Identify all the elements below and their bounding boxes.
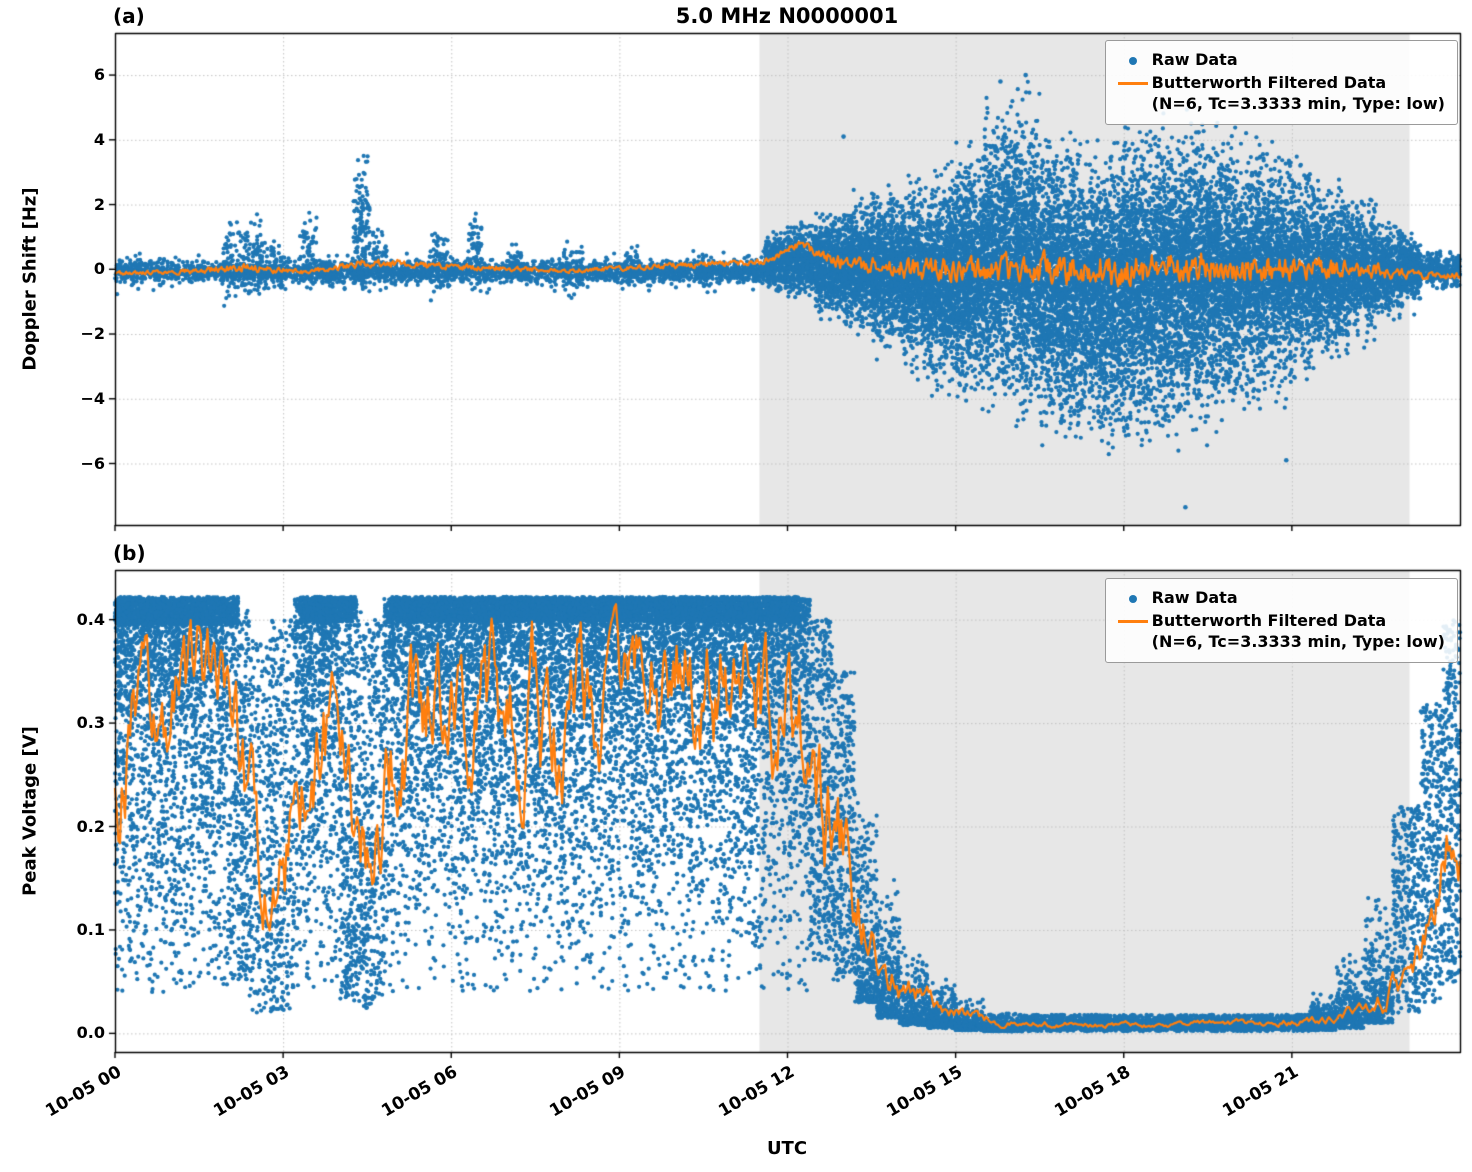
y-tick-label: 2: [93, 194, 105, 214]
y-tick-label: 0: [93, 259, 105, 279]
legend-filtered-label: Butterworth Filtered Data (N=6, Tc=3.333…: [1152, 73, 1445, 115]
y-tick-label: −4: [80, 388, 105, 408]
y-tick-label: 0.4: [76, 609, 105, 629]
y-tick-label: 0.2: [76, 816, 105, 836]
y-axis-label-voltage: Peak Voltage [V]: [19, 726, 41, 896]
legend-filtered-line2: (N=6, Tc=3.3333 min, Type: low): [1151, 631, 1445, 651]
raw-data-marker-icon: [1114, 50, 1152, 71]
figure-title: 5.0 MHz N0000001: [675, 4, 899, 28]
legend-raw-label: Raw Data: [1151, 50, 1238, 69]
legend-filtered-line1: Butterworth Filtered Data: [1151, 73, 1387, 92]
legend-entry-raw: Raw Data: [1114, 588, 1445, 609]
y-tick-label: 6: [93, 65, 105, 85]
legend-filtered-line1: Butterworth Filtered Data: [1151, 611, 1387, 630]
y-tick-label: 4: [93, 129, 105, 149]
filtered-line-marker-icon: [1114, 73, 1152, 94]
legend-entry-filtered: Butterworth Filtered Data (N=6, Tc=3.333…: [1114, 611, 1445, 653]
y-axis-label-doppler: Doppler Shift [Hz]: [19, 187, 41, 371]
panel-a-label: (a): [113, 4, 145, 28]
legend-panel-a: Raw Data Butterworth Filtered Data (N=6,…: [1104, 40, 1458, 125]
y-tick-label: 0.3: [76, 713, 105, 733]
panel-b-label: (b): [113, 541, 146, 565]
filtered-line-marker-icon: [1114, 611, 1152, 632]
y-tick-label: −6: [80, 453, 105, 473]
y-tick-label: −2: [80, 324, 105, 344]
legend-raw-label: Raw Data: [1151, 588, 1238, 607]
legend-filtered-line2: (N=6, Tc=3.3333 min, Type: low): [1151, 93, 1445, 113]
x-axis-label-utc: UTC: [766, 1138, 808, 1159]
raw-data-marker-icon: [1114, 588, 1152, 609]
legend-panel-b: Raw Data Butterworth Filtered Data (N=6,…: [1104, 578, 1458, 663]
y-tick-label: 0.0: [76, 1023, 105, 1043]
y-tick-label: 0.1: [76, 919, 105, 939]
legend-entry-raw: Raw Data: [1114, 50, 1445, 71]
legend-entry-filtered: Butterworth Filtered Data (N=6, Tc=3.333…: [1114, 73, 1445, 115]
legend-filtered-label: Butterworth Filtered Data (N=6, Tc=3.333…: [1152, 611, 1445, 653]
